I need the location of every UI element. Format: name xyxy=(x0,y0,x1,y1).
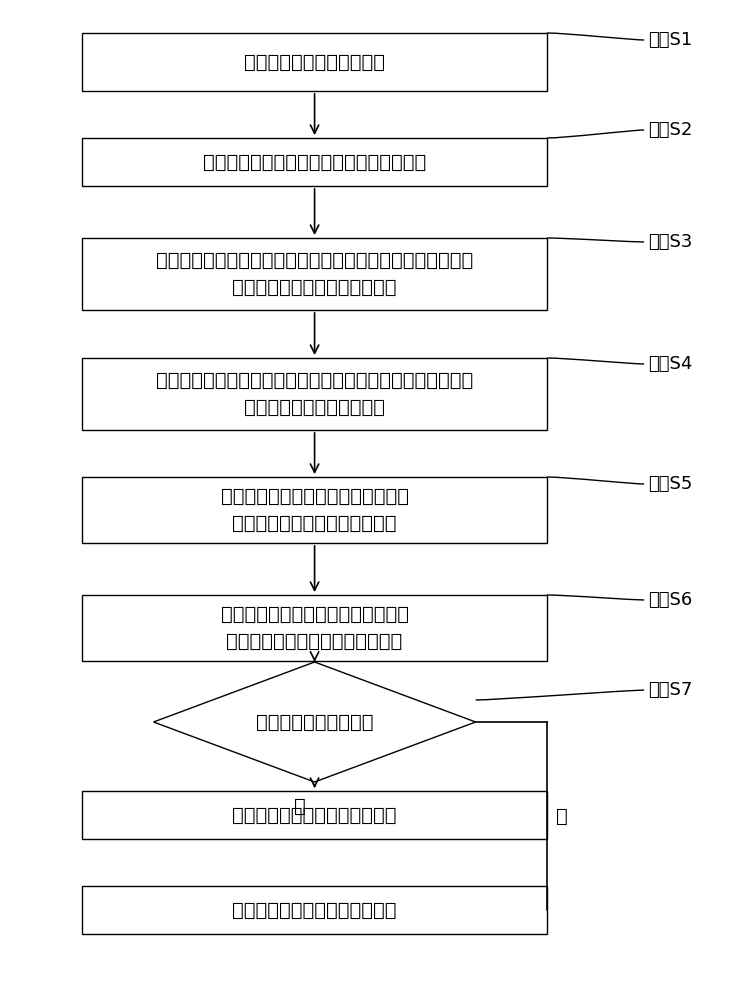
FancyBboxPatch shape xyxy=(82,886,547,934)
Text: 是: 是 xyxy=(294,797,306,816)
Text: 对经过滤波去噪处理的待识别用户的心电信号提取特征参数，
得到待识别用户的初选特征参数: 对经过滤波去噪处理的待识别用户的心电信号提取特征参数， 得到待识别用户的初选特征… xyxy=(156,251,473,297)
FancyBboxPatch shape xyxy=(82,358,547,430)
Text: 对待识别用户的心电信号进行滤波去噪处理: 对待识别用户的心电信号进行滤波去噪处理 xyxy=(203,152,426,172)
Text: 接收待识别用户的心电信号: 接收待识别用户的心电信号 xyxy=(244,52,385,72)
Text: 否: 否 xyxy=(556,806,568,826)
Text: 将待识别用户的心电信号特征向量与
预先存储的特征向量模板进行比对: 将待识别用户的心电信号特征向量与 预先存储的特征向量模板进行比对 xyxy=(220,605,409,651)
FancyBboxPatch shape xyxy=(82,595,547,661)
FancyBboxPatch shape xyxy=(82,791,547,839)
Text: 利用待识别用户的终选特征参数构造
待识别用户的心电信号特征向量: 利用待识别用户的终选特征参数构造 待识别用户的心电信号特征向量 xyxy=(220,487,409,533)
Text: 利用主成分析法对待识别用户的初选特征参数进行筛选，得到
待识别用户的终选特征参数: 利用主成分析法对待识别用户的初选特征参数进行筛选，得到 待识别用户的终选特征参数 xyxy=(156,371,473,417)
Text: 步骤S6: 步骤S6 xyxy=(648,591,692,609)
Text: 步骤S3: 步骤S3 xyxy=(648,233,692,251)
FancyBboxPatch shape xyxy=(82,477,547,543)
Text: 步骤S4: 步骤S4 xyxy=(648,355,692,373)
Text: 判断比对结果是否一致: 判断比对结果是否一致 xyxy=(256,712,373,732)
FancyBboxPatch shape xyxy=(82,138,547,186)
Text: 步骤S2: 步骤S2 xyxy=(648,121,692,139)
Text: 步骤S1: 步骤S1 xyxy=(648,31,692,49)
Text: 步骤S7: 步骤S7 xyxy=(648,681,692,699)
FancyBboxPatch shape xyxy=(82,33,547,91)
Polygon shape xyxy=(154,662,476,782)
Text: 确定待识别用户的身份识别失败: 确定待识别用户的身份识别失败 xyxy=(232,900,397,920)
Text: 确定待识别用户的身份识别成功: 确定待识别用户的身份识别成功 xyxy=(232,806,397,824)
FancyBboxPatch shape xyxy=(82,238,547,310)
Text: 步骤S5: 步骤S5 xyxy=(648,475,692,493)
